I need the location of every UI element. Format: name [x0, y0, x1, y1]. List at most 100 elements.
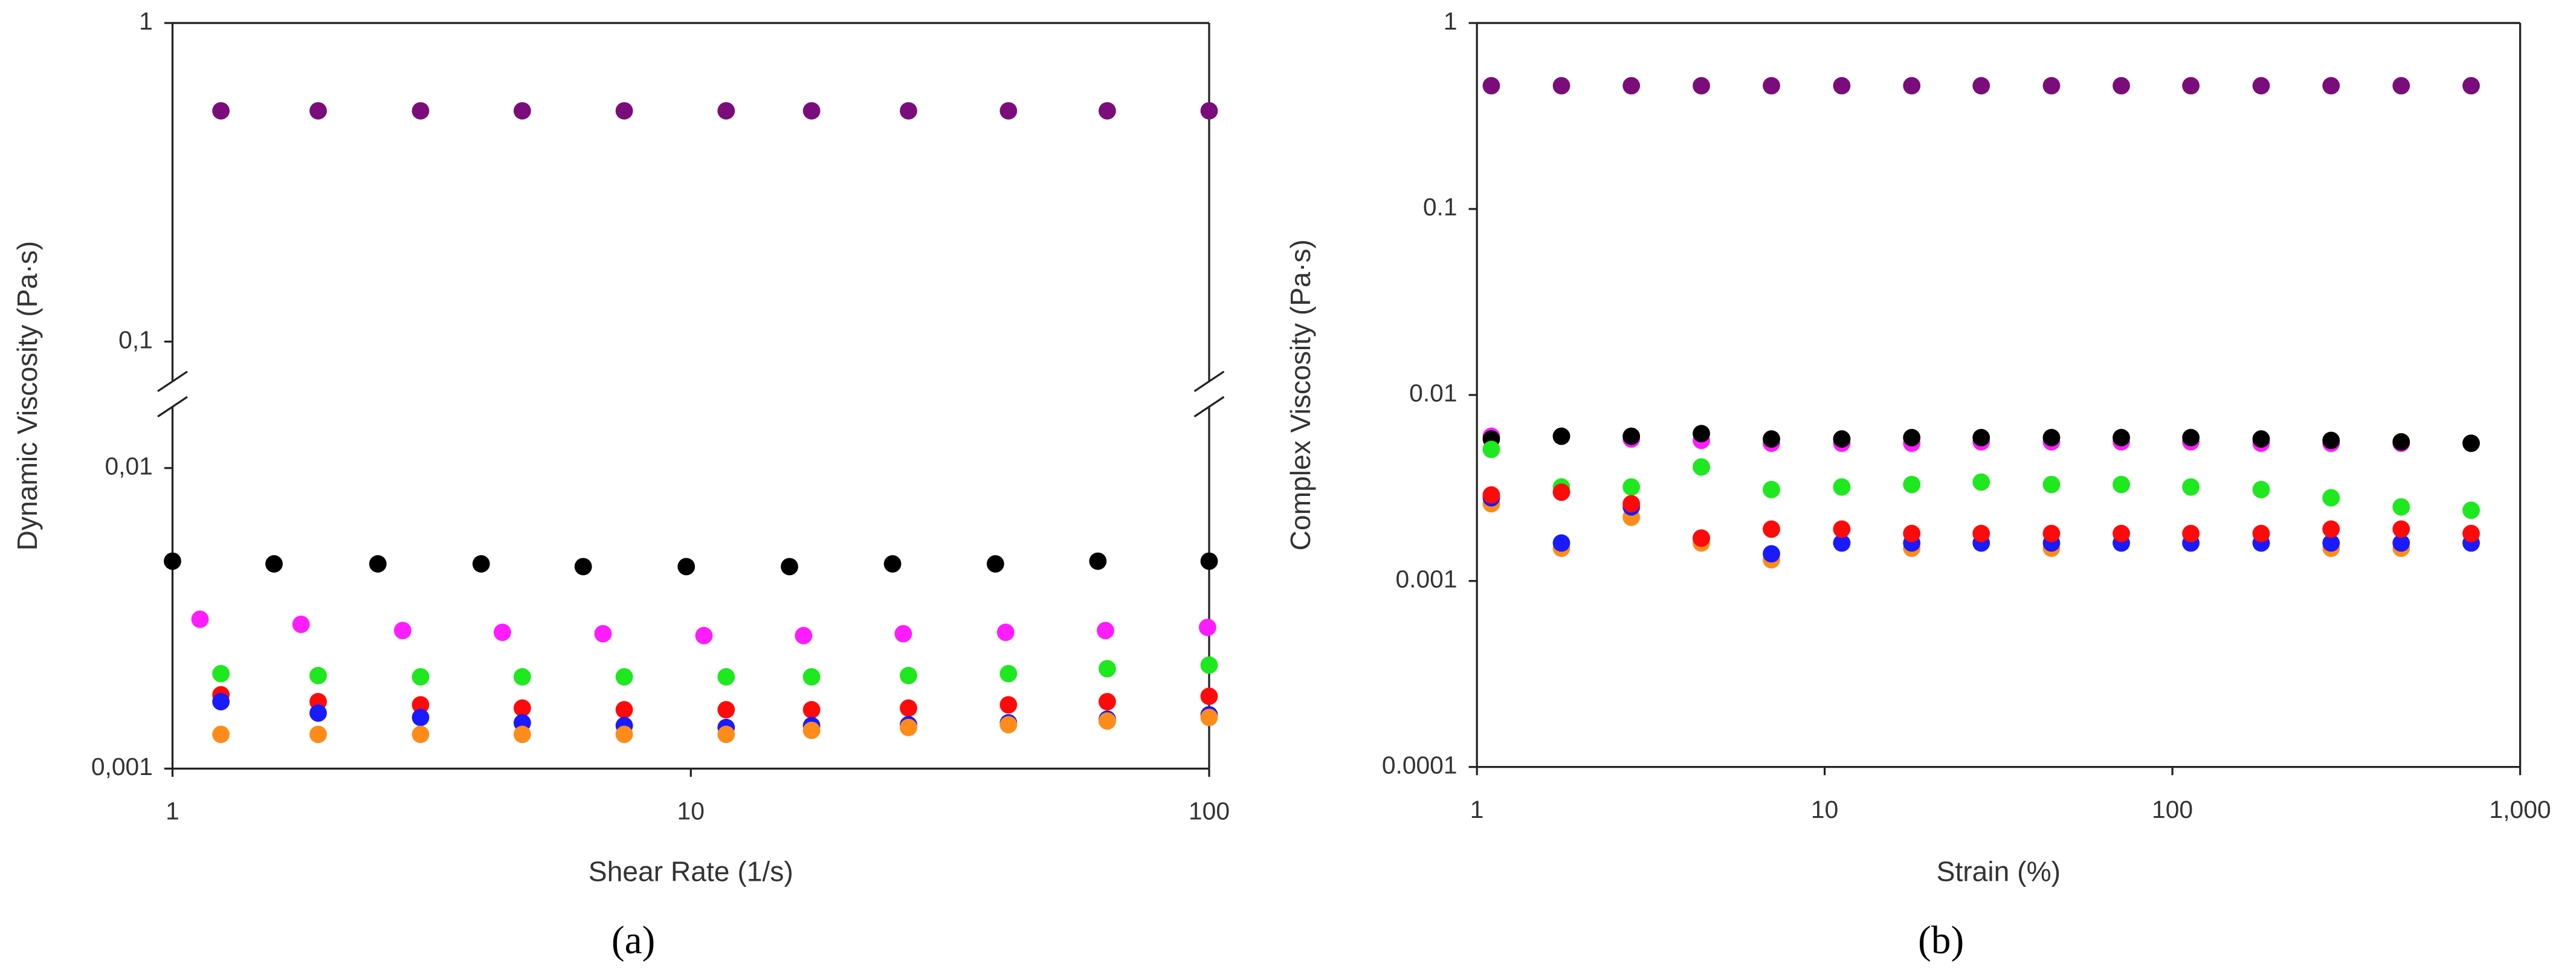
data-point: [2322, 489, 2340, 507]
data-point: [802, 668, 821, 686]
data-point: [1693, 529, 1710, 547]
data-point: [2322, 431, 2340, 449]
data-point: [1693, 425, 1710, 443]
data-point: [494, 623, 511, 642]
y-tick-label: 0,01: [105, 452, 153, 480]
data-point: [1833, 430, 1851, 448]
data-point: [1099, 102, 1116, 120]
data-point: [802, 102, 821, 120]
data-point: [894, 625, 912, 643]
data-point: [2182, 478, 2200, 496]
data-point: [1833, 520, 1851, 538]
y-axis-label: Complex Viscosity (Pa·s): [1285, 239, 1316, 550]
data-point: [883, 555, 902, 573]
data-point: [1099, 712, 1116, 730]
x-axis-label: Strain (%): [1937, 856, 2061, 887]
data-point: [999, 102, 1018, 120]
axis-break: [157, 396, 188, 417]
axis-break: [1193, 370, 1225, 393]
data-point: [1763, 77, 1780, 95]
data-point: [369, 555, 387, 573]
x-tick-label: 100: [1189, 797, 1230, 825]
y-tick-label: 0,001: [91, 753, 153, 780]
data-point: [1552, 534, 1570, 552]
data-point: [1903, 428, 1921, 446]
data-point: [2392, 520, 2410, 538]
data-point: [717, 725, 735, 744]
data-point: [1833, 77, 1851, 95]
caption: (b): [1918, 919, 1964, 962]
data-point: [309, 725, 327, 744]
data-point: [1099, 660, 1116, 678]
y-tick-label: 0.01: [1409, 379, 1457, 407]
x-tick-label: 10: [1811, 796, 1838, 823]
data-point: [615, 701, 633, 719]
data-point: [2252, 430, 2270, 448]
data-point: [1198, 619, 1216, 637]
data-point: [996, 623, 1015, 642]
data-point: [695, 626, 713, 645]
data-point: [2042, 524, 2061, 542]
data-point: [2113, 77, 2130, 95]
data-point: [1972, 524, 1990, 542]
data-point: [393, 622, 412, 640]
data-point: [2392, 534, 2410, 552]
y-tick-label: 0.001: [1396, 565, 1457, 593]
data-point: [1200, 552, 1218, 570]
data-point: [1089, 552, 1107, 570]
data-point: [900, 699, 917, 717]
data-point: [2392, 498, 2410, 516]
data-point: [1622, 478, 1641, 496]
data-point: [1833, 478, 1851, 496]
x-tick-label: 1,000: [2490, 796, 2551, 823]
data-point: [191, 610, 209, 628]
data-point: [2182, 428, 2200, 446]
x-tick-label: 100: [2152, 796, 2193, 823]
x-tick-label: 1: [1470, 796, 1484, 823]
data-point: [1903, 475, 1921, 494]
data-point: [1200, 102, 1218, 120]
data-point: [1693, 458, 1710, 476]
data-point: [615, 102, 633, 120]
data-point: [309, 704, 327, 722]
data-point: [2322, 77, 2340, 95]
data-point: [212, 102, 230, 120]
data-point: [309, 666, 327, 684]
data-point: [781, 558, 798, 576]
data-point: [1200, 656, 1218, 674]
data-point: [717, 102, 735, 120]
data-point: [1622, 495, 1641, 513]
data-point: [2322, 520, 2340, 538]
data-point: [2113, 475, 2130, 494]
data-point: [164, 552, 181, 570]
data-point: [900, 718, 917, 736]
data-point: [1622, 427, 1641, 445]
data-point: [900, 666, 917, 684]
data-point: [2392, 77, 2410, 95]
data-point: [615, 668, 633, 686]
data-point: [2182, 524, 2200, 542]
data-point: [472, 555, 490, 573]
data-point: [1200, 687, 1218, 706]
data-point: [2252, 481, 2270, 498]
data-point: [412, 668, 430, 686]
data-point: [717, 668, 735, 686]
data-point: [615, 725, 633, 744]
data-point: [1097, 622, 1114, 640]
x-axis-label: Shear Rate (1/s): [589, 856, 793, 887]
data-point: [513, 102, 531, 120]
data-point: [212, 664, 230, 683]
axis-break: [157, 370, 188, 393]
data-point: [2462, 501, 2480, 520]
data-point: [1099, 693, 1116, 710]
data-point: [292, 616, 310, 633]
data-point: [513, 668, 531, 686]
data-point: [1903, 77, 1921, 95]
data-point: [795, 626, 813, 645]
data-point: [2462, 524, 2480, 542]
data-point: [1200, 709, 1218, 727]
data-point: [999, 696, 1018, 714]
data-point: [1552, 427, 1570, 445]
data-point: [2113, 524, 2130, 542]
